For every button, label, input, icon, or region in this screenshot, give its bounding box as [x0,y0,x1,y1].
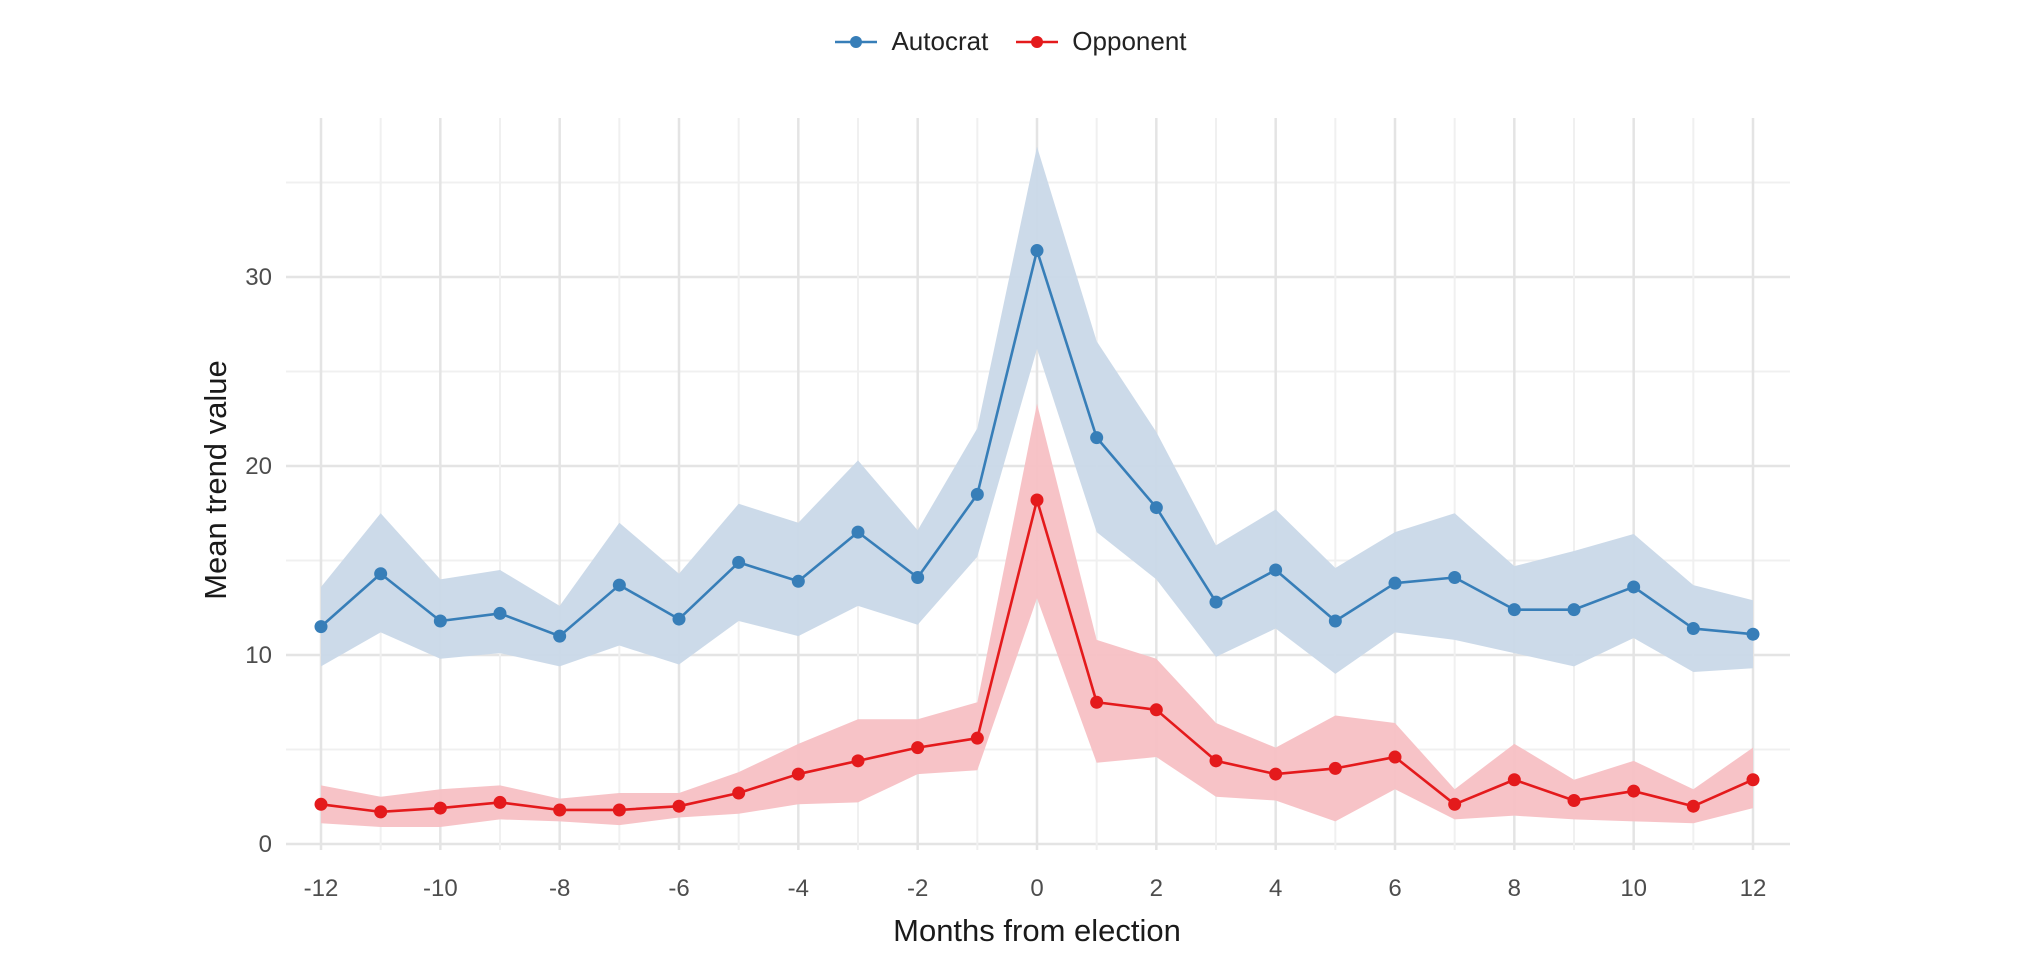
point-opponent[interactable] [1269,767,1283,781]
point-autocrat[interactable] [672,612,686,626]
point-opponent[interactable] [970,731,984,745]
legend-key-autocrat [835,35,878,48]
x-tick-label: 0 [1030,875,1043,902]
legend: Autocrat Opponent [0,26,2020,57]
point-autocrat[interactable] [911,571,925,585]
x-tick-label: -12 [304,875,339,902]
x-tick-label: 2 [1150,875,1163,902]
x-tick-labels: -12 -10 -8 -6 -4 -2 0 2 4 6 8 10 12 [304,875,1767,902]
point-opponent[interactable] [1686,799,1700,813]
point-opponent[interactable] [493,795,507,809]
point-autocrat[interactable] [1209,595,1223,609]
point-opponent[interactable] [1388,750,1402,764]
point-autocrat[interactable] [1448,571,1462,585]
legend-label-autocrat: Autocrat [891,26,989,56]
point-opponent[interactable] [1090,695,1104,709]
point-opponent[interactable] [672,799,686,813]
y-tick-labels: 0 10 20 30 [245,264,272,858]
ribbon-autocrat [321,146,1753,674]
x-tick-label: 12 [1740,875,1767,902]
data-points [314,244,1760,819]
point-opponent[interactable] [1567,794,1581,808]
legend-key-opponent [1016,35,1059,48]
point-opponent[interactable] [314,797,328,811]
point-autocrat[interactable] [1269,563,1283,577]
point-autocrat[interactable] [1030,244,1044,258]
point-autocrat[interactable] [1149,501,1163,515]
x-tick-label: -2 [907,875,928,902]
point-autocrat[interactable] [314,620,328,634]
point-autocrat[interactable] [1746,627,1760,641]
point-opponent[interactable] [1627,784,1641,798]
point-autocrat[interactable] [1567,603,1581,617]
point-opponent[interactable] [1149,703,1163,717]
x-tick-label: -10 [423,875,458,902]
point-opponent[interactable] [1507,773,1521,787]
x-tick-label: -6 [668,875,689,902]
x-tick-label: -4 [788,875,809,902]
point-opponent[interactable] [851,754,865,768]
point-autocrat[interactable] [851,525,865,539]
point-autocrat[interactable] [1090,431,1104,445]
y-tick-label: 30 [245,264,272,291]
point-autocrat[interactable] [1507,603,1521,617]
point-autocrat[interactable] [1388,576,1402,590]
point-opponent[interactable] [1328,761,1342,775]
point-autocrat[interactable] [1686,622,1700,636]
point-opponent[interactable] [732,786,746,800]
y-axis-title: Mean trend value [198,360,233,600]
point-opponent[interactable] [1746,773,1760,787]
legend-item-opponent[interactable]: Opponent [1014,26,1187,57]
point-autocrat[interactable] [493,606,507,620]
point-autocrat[interactable] [1627,580,1641,594]
point-autocrat[interactable] [433,614,447,628]
point-opponent[interactable] [374,805,388,819]
x-tick-label: 10 [1620,875,1647,902]
point-autocrat[interactable] [553,629,567,643]
y-tick-label: 0 [259,831,272,858]
point-opponent[interactable] [433,801,447,815]
point-autocrat[interactable] [1328,614,1342,628]
x-axis-title: Months from election [893,913,1181,948]
point-opponent[interactable] [1448,797,1462,811]
y-tick-label: 10 [245,642,272,669]
point-opponent[interactable] [553,803,567,817]
point-autocrat[interactable] [374,567,388,581]
y-tick-label: 20 [245,453,272,480]
x-tick-label: 4 [1269,875,1282,902]
point-opponent[interactable] [612,803,626,817]
point-opponent[interactable] [911,741,925,755]
ribbon-opponent [321,403,1753,827]
point-autocrat[interactable] [970,487,984,501]
point-opponent[interactable] [791,767,805,781]
point-opponent[interactable] [1209,754,1223,768]
point-opponent[interactable] [1030,493,1044,507]
x-tick-label: 8 [1508,875,1521,902]
legend-label-opponent: Opponent [1072,26,1187,56]
point-autocrat[interactable] [612,578,626,592]
confidence-ribbons [321,146,1753,827]
legend-item-autocrat[interactable]: Autocrat [833,26,988,57]
point-autocrat[interactable] [791,574,805,588]
point-autocrat[interactable] [732,555,746,569]
x-tick-label: 6 [1388,875,1401,902]
x-tick-label: -8 [549,875,570,902]
